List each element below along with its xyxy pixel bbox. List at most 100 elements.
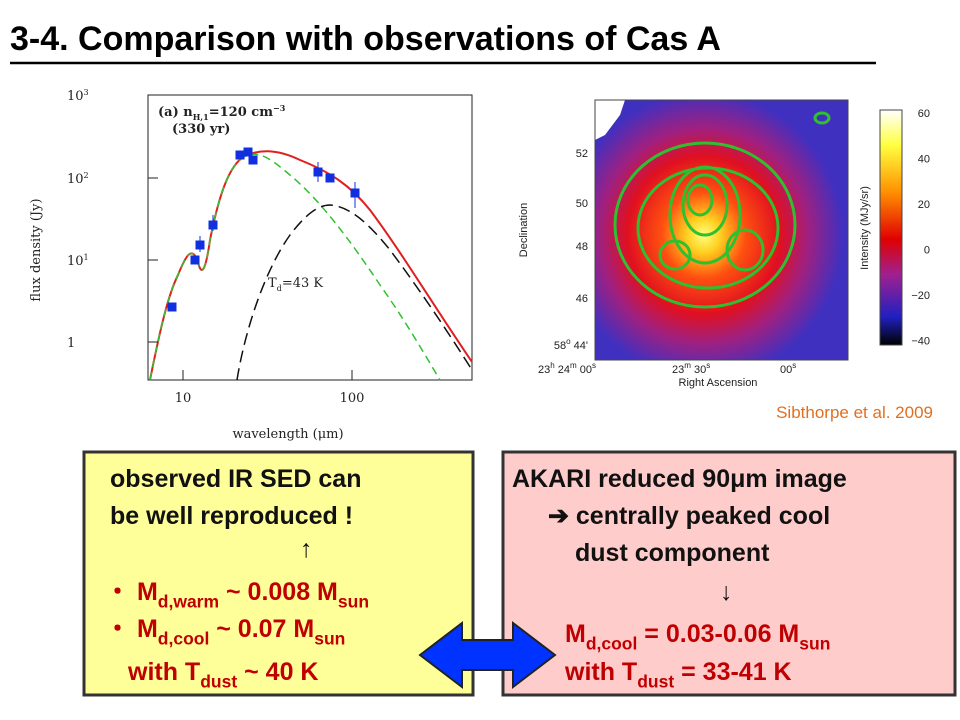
x-tick-label: 10: [175, 391, 192, 406]
cool-dust-curve: [236, 204, 473, 381]
dec-tick-label-part: 48: [576, 241, 588, 253]
dec-tick-label: 52: [576, 148, 588, 160]
cool-mass-part: M: [565, 620, 586, 648]
ra-tick-label: 23m 30s: [672, 361, 710, 376]
sed-figure: [147, 94, 473, 381]
dec-tick-label: 58o 44': [554, 337, 588, 352]
ra-tick-label-part: 00: [780, 364, 792, 376]
colorbar-tick-label: 40: [918, 154, 930, 166]
map-x-axis-label: Right Ascension: [679, 377, 758, 389]
ra-tick-label-part: s: [792, 361, 796, 370]
temperature-label-part: d: [277, 284, 282, 293]
colorbar-tick-label: −20: [911, 290, 930, 302]
dec-tick-label: 50: [576, 198, 588, 210]
ra-tick-label-part: m: [684, 361, 691, 370]
y-tick-label-part: 2: [84, 171, 89, 180]
ra-tick-label-part: s: [706, 361, 710, 370]
y-tick-label: 1: [67, 336, 75, 351]
mass-bullet-part: sun: [338, 592, 369, 612]
temperature-line-part: dust: [200, 672, 237, 692]
cool-temperature-part: = 33-41 K: [674, 658, 791, 686]
x-axis-label: wavelength (μm): [232, 427, 343, 442]
left-box: [82, 450, 475, 697]
ra-tick-label-part: 24: [555, 364, 570, 376]
y-tick-label-part: 1: [67, 336, 75, 351]
dec-tick-label-part: o: [566, 337, 571, 346]
y-tick-label-part: 10: [67, 172, 84, 187]
y-tick-label: 101: [67, 253, 89, 269]
ra-tick-label-part: 23: [538, 364, 550, 376]
temperature-line-part: with T: [127, 658, 200, 686]
temperature-line: with Tdust ~ 40 K: [127, 658, 318, 692]
mass-bullet: ・ Md,warm ~ 0.008 Msun: [105, 578, 369, 612]
ra-tick-label: 00s: [780, 361, 796, 376]
panel-label-part: =120 cm: [209, 105, 273, 120]
right-box-text: dust component: [575, 539, 770, 567]
temperature-label-part: T: [268, 276, 277, 291]
cool-mass-part: sun: [799, 634, 830, 654]
colorbar-tick-label: 60: [918, 108, 930, 120]
dec-tick-label: 48: [576, 241, 588, 253]
colorbar-tick-label: 20: [918, 199, 930, 211]
dec-tick-label-part: 46: [576, 293, 588, 305]
panel-label-part: (a) n: [158, 105, 193, 120]
colorbar-label: Intensity (MJy/sr): [859, 186, 871, 270]
sed-frame: [147, 94, 473, 381]
dec-tick-label: 46: [576, 293, 588, 305]
intensity-map: [595, 100, 848, 360]
ra-tick-label-part: h: [550, 361, 554, 370]
panel-label-part: H,1: [193, 112, 209, 122]
colorbar-tick-label: 0: [924, 245, 930, 257]
colorbar: [879, 109, 903, 346]
mass-bullet-part: ~ 0.008 M: [219, 578, 338, 606]
slide-title: 3-4. Comparison with observations of Cas…: [10, 20, 721, 58]
ra-tick-label: 23h 24m 00s: [538, 361, 596, 376]
contours: [613, 111, 831, 309]
observed-points: [167, 147, 360, 312]
temperature-line-part: ~ 40 K: [237, 658, 318, 686]
y-axis-label: flux density (Jy): [29, 198, 44, 301]
cool-mass-part: = 0.03-0.06 M: [637, 620, 799, 648]
right-box-text: AKARI reduced 90μm image: [512, 465, 847, 493]
cool-mass: Md,cool = 0.03-0.06 Msun: [565, 620, 830, 654]
mass-bullet-part: ・ M: [105, 578, 158, 606]
map-figure: [594, 99, 903, 361]
dec-tick-label-part: 58: [554, 340, 566, 352]
mass-bullet-part: sun: [314, 629, 345, 649]
up-arrow: ↑: [300, 535, 313, 563]
down-arrow: ↓: [720, 578, 733, 606]
cool-temperature: with Tdust = 33-41 K: [564, 658, 792, 692]
double-arrow: [418, 620, 557, 690]
ra-tick-label-part: 23: [672, 364, 684, 376]
dec-tick-label-part: 52: [576, 148, 588, 160]
ra-tick-label-part: 30: [691, 364, 706, 376]
y-tick-label-part: 1: [84, 253, 89, 262]
cool-temperature-part: dust: [637, 672, 674, 692]
panel-label: (a) nH,1=120 cm−3: [158, 103, 286, 122]
mass-bullet: ・ Md,cool ~ 0.07 Msun: [105, 615, 345, 649]
mass-bullet-part: ・ M: [105, 615, 158, 643]
x-tick-label: 100: [340, 391, 365, 406]
map-y-axis-label: Declination: [518, 203, 530, 257]
citation: Sibthorpe et al. 2009: [776, 403, 933, 422]
y-tick-label: 103: [67, 88, 89, 104]
map-blank-corner: [595, 100, 625, 140]
cool-mass-part: d,cool: [586, 634, 638, 654]
temperature-label: Td=43 K: [268, 276, 323, 293]
mass-bullet-part: d,cool: [158, 629, 210, 649]
ra-tick-label-part: 00: [577, 364, 592, 376]
dec-tick-label-part: 50: [576, 198, 588, 210]
right-box: [501, 450, 957, 697]
colorbar-tick-label: −40: [911, 336, 930, 348]
map-frame: [594, 99, 849, 361]
y-tick-label: 102: [67, 171, 89, 187]
warm-dust-curve: [149, 153, 441, 381]
dec-tick-label-part: 44': [571, 340, 588, 352]
left-box-text: be well reproduced !: [110, 502, 353, 530]
y-tick-label-part: 10: [67, 89, 84, 104]
temperature-label-part: =43 K: [282, 276, 324, 291]
age-label: (330 yr): [172, 122, 230, 137]
ra-tick-label-part: s: [592, 361, 596, 370]
mass-bullet-part: ~ 0.07 M: [209, 615, 314, 643]
